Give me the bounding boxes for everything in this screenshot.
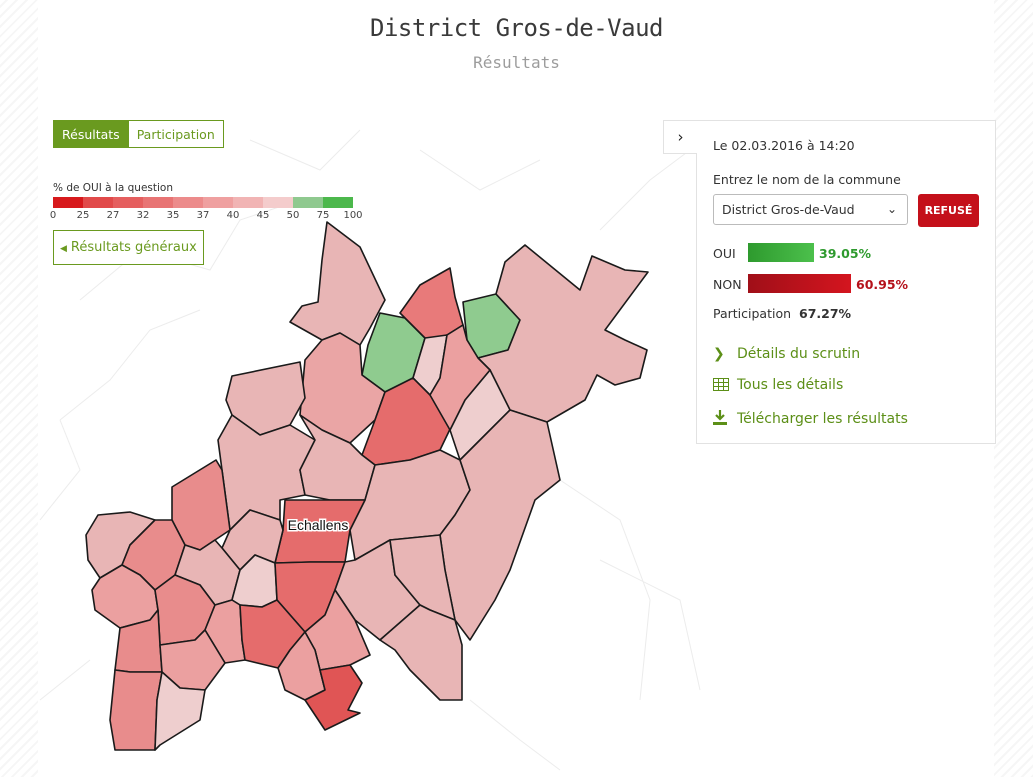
details-link-label: Détails du scrutin bbox=[737, 346, 861, 362]
commune-south-red-3[interactable] bbox=[304, 664, 363, 731]
download-link[interactable]: Télécharger les résultats bbox=[713, 410, 908, 427]
commune-select-value: District Gros-de-Vaud bbox=[722, 202, 855, 217]
legend-swatch bbox=[203, 197, 233, 208]
non-bar bbox=[748, 274, 851, 293]
download-icon bbox=[713, 410, 731, 427]
general-results-label: Résultats généraux bbox=[70, 240, 197, 255]
verdict-badge: REFUSÉ bbox=[918, 194, 979, 227]
page-title: District Gros-de-Vaud bbox=[370, 14, 663, 42]
chevron-right-icon: ❯ bbox=[713, 346, 725, 362]
commune-select[interactable]: District Gros-de-Vaud ⌄ bbox=[713, 194, 908, 225]
details-link[interactable]: ❯ Détails du scrutin bbox=[713, 346, 860, 362]
commune-input-label: Entrez le nom de la commune bbox=[713, 172, 901, 187]
commune-south-7[interactable] bbox=[379, 604, 463, 701]
non-label: NON bbox=[713, 277, 742, 292]
legend-tick-label: 40 bbox=[226, 210, 240, 221]
participation-value: 67.27% bbox=[799, 306, 852, 321]
view-tabs: Résultats Participation bbox=[53, 120, 224, 148]
commune-sw-8[interactable] bbox=[154, 671, 206, 751]
oui-bar bbox=[748, 243, 814, 262]
legend-swatch bbox=[263, 197, 293, 208]
commune-red-strip[interactable] bbox=[429, 324, 491, 431]
echallens-label: Echallens bbox=[288, 517, 349, 533]
legend-swatch bbox=[323, 197, 353, 208]
non-percent: 60.95% bbox=[856, 277, 909, 292]
legend-tick-label: 45 bbox=[256, 210, 270, 221]
panel-collapse-button[interactable]: › bbox=[663, 120, 697, 154]
legend-tick-label: 25 bbox=[76, 210, 90, 221]
legend-tick-label: 50 bbox=[286, 210, 300, 221]
chevron-right-icon: › bbox=[677, 128, 684, 146]
table-icon bbox=[713, 377, 731, 393]
all-details-link-label: Tous les détails bbox=[737, 377, 844, 393]
legend-swatch bbox=[143, 197, 173, 208]
legend-tick-label: 37 bbox=[196, 210, 210, 221]
legend-swatch bbox=[53, 197, 83, 208]
legend-tick-label: 100 bbox=[343, 210, 363, 221]
background-boundaries bbox=[39, 129, 701, 771]
legend-title: % de OUI à la question bbox=[53, 182, 173, 194]
legend-swatch bbox=[233, 197, 263, 208]
oui-label: OUI bbox=[713, 246, 736, 261]
participation-label: Participation bbox=[713, 306, 792, 321]
result-date: Le 02.03.2016 à 14:20 bbox=[713, 138, 855, 153]
oui-percent: 39.05% bbox=[819, 246, 872, 261]
legend-tick-label: 75 bbox=[316, 210, 330, 221]
commune-sw-big[interactable] bbox=[109, 669, 163, 751]
legend-tick-label: 27 bbox=[106, 210, 120, 221]
all-details-link[interactable]: Tous les détails bbox=[713, 377, 843, 393]
legend-swatch bbox=[173, 197, 203, 208]
chevron-down-icon: ⌄ bbox=[886, 202, 897, 216]
legend-swatch bbox=[113, 197, 143, 208]
download-link-label: Télécharger les résultats bbox=[737, 411, 908, 427]
tab-participation[interactable]: Participation bbox=[128, 120, 224, 148]
commune-east-south[interactable] bbox=[439, 409, 561, 641]
general-results-button[interactable]: ◀ Résultats généraux bbox=[53, 230, 204, 265]
legend-swatch bbox=[83, 197, 113, 208]
tab-resultats[interactable]: Résultats bbox=[53, 120, 129, 148]
legend-ticks: 0 25 27 32 35 37 40 45 50 75 100 bbox=[49, 208, 363, 222]
legend-tick-label: 0 bbox=[49, 210, 57, 221]
caret-left-icon: ◀ bbox=[60, 244, 67, 254]
legend-tick-label: 35 bbox=[166, 210, 180, 221]
commune-north-tip[interactable] bbox=[289, 221, 386, 346]
map-legend: % de OUI à la question 0 25 27 32 35 37 40 45 50… bbox=[49, 182, 373, 222]
legend-tick-label: 32 bbox=[136, 210, 150, 221]
legend-color-scale bbox=[53, 197, 353, 208]
page-subtitle: Résultats bbox=[473, 53, 560, 72]
legend-swatch bbox=[293, 197, 323, 208]
